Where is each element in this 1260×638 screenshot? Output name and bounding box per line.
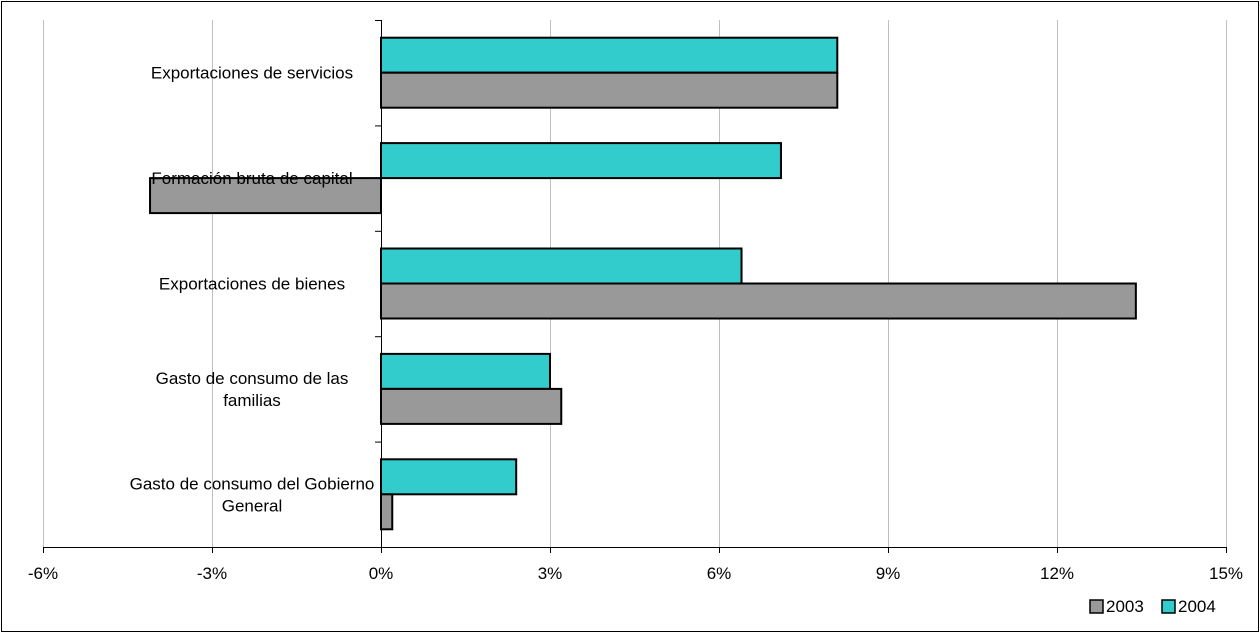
category-label-0: Exportaciones de servicios <box>151 64 353 83</box>
bar-2004-0 <box>380 36 839 74</box>
x-tick-label-7: 15% <box>1209 564 1243 583</box>
x-tick-label-6: 12% <box>1040 564 1074 583</box>
bar-2003-4 <box>380 493 394 531</box>
bars <box>149 36 1137 531</box>
legend-swatch-2003 <box>1089 599 1104 614</box>
bar-2004-4 <box>380 458 518 496</box>
legend-label-2004: 2004 <box>1178 597 1216 616</box>
x-tick-label-3: 3% <box>538 564 563 583</box>
legend-label-2003: 2003 <box>1106 597 1144 616</box>
x-tick-labels: -6% -3% 0% 3% 6% 9% 12% 15% <box>28 564 1243 583</box>
category-label-line: Exportaciones de servicios <box>151 64 353 83</box>
category-label-3: Gasto de consumo de las familias <box>156 369 349 410</box>
bar-2003-1 <box>149 177 382 215</box>
legend-swatch-2004 <box>1161 599 1176 614</box>
bar-2004-2 <box>380 247 743 285</box>
axes <box>43 20 1227 553</box>
category-label-line: Gasto de consumo de las <box>156 369 349 388</box>
x-tick-label-1: -3% <box>197 564 227 583</box>
category-label-line: Gasto de consumo del Gobierno <box>130 474 375 493</box>
category-label-line: Exportaciones de bienes <box>159 275 345 294</box>
category-label-2: Exportaciones de bienes <box>159 275 345 294</box>
bar-2003-0 <box>380 71 839 109</box>
category-labels: Exportaciones de servicios Formación brut… <box>130 64 375 516</box>
x-tick-label-2: 0% <box>369 564 394 583</box>
legend: 2003 2004 <box>1089 597 1216 616</box>
category-label-1: Formación bruta de capital <box>151 169 352 188</box>
category-label-4: Gasto de consumo del Gobierno General <box>130 474 375 515</box>
category-label-line: familias <box>223 391 281 410</box>
x-tick-label-5: 9% <box>876 564 901 583</box>
bar-2004-1 <box>380 142 782 180</box>
x-tick-label-0: -6% <box>28 564 58 583</box>
category-label-line: General <box>222 496 282 515</box>
bar-2003-3 <box>380 387 563 425</box>
x-tick-label-4: 6% <box>707 564 732 583</box>
bar-2004-3 <box>380 352 551 390</box>
bar-2003-2 <box>380 282 1137 320</box>
category-label-line: Formación bruta de capital <box>151 169 352 188</box>
